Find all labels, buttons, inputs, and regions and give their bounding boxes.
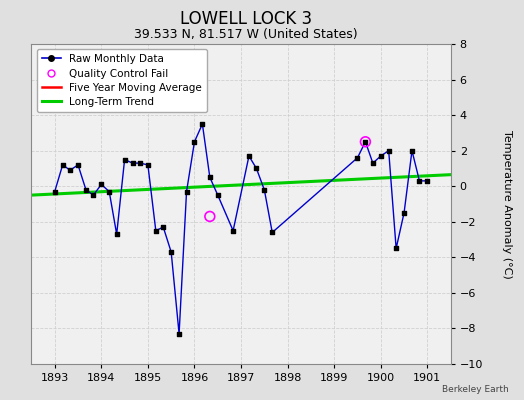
Point	[82, 186, 90, 193]
Point	[415, 178, 423, 184]
Point	[214, 192, 222, 198]
Point	[167, 249, 176, 255]
Point	[159, 224, 168, 230]
Point	[182, 188, 191, 195]
Point	[245, 153, 253, 159]
Point	[198, 121, 206, 127]
Point	[59, 162, 67, 168]
Point	[97, 181, 105, 188]
Point	[400, 210, 408, 216]
Point	[136, 160, 144, 166]
Point	[377, 153, 385, 159]
Point	[105, 188, 113, 195]
Text: 39.533 N, 81.517 W (United States): 39.533 N, 81.517 W (United States)	[135, 28, 358, 41]
Point	[151, 228, 160, 234]
Point	[260, 186, 268, 193]
Point	[74, 162, 82, 168]
Point	[175, 330, 183, 337]
Point	[353, 154, 362, 161]
Point	[361, 138, 369, 145]
Point	[408, 148, 416, 154]
Text: Berkeley Earth: Berkeley Earth	[442, 385, 508, 394]
Point	[89, 192, 97, 198]
Point	[369, 160, 377, 166]
Point	[423, 178, 432, 184]
Point	[121, 156, 129, 163]
Point	[252, 165, 260, 172]
Text: LOWELL LOCK 3: LOWELL LOCK 3	[180, 10, 312, 28]
Point	[205, 213, 214, 220]
Point	[66, 167, 74, 174]
Point	[50, 188, 59, 195]
Point	[190, 138, 199, 145]
Point	[385, 148, 393, 154]
Point	[361, 138, 369, 145]
Point	[392, 245, 400, 252]
Y-axis label: Temperature Anomaly (°C): Temperature Anomaly (°C)	[503, 130, 512, 278]
Point	[229, 228, 237, 234]
Legend: Raw Monthly Data, Quality Control Fail, Five Year Moving Average, Long-Term Tren: Raw Monthly Data, Quality Control Fail, …	[37, 49, 207, 112]
Point	[113, 231, 121, 238]
Point	[205, 174, 214, 180]
Point	[144, 162, 152, 168]
Point	[268, 229, 277, 236]
Point	[128, 160, 137, 166]
